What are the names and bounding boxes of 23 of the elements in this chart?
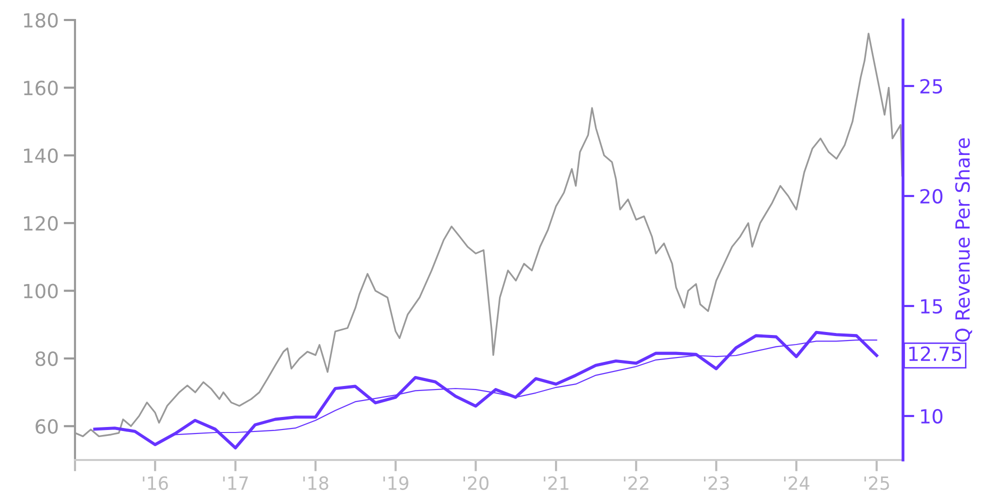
x-tick-label: '22 bbox=[624, 476, 648, 490]
x-tick-label: '21 bbox=[544, 476, 568, 490]
x-tick-label: '16 bbox=[142, 476, 168, 490]
y-tick-label: 180 bbox=[24, 12, 58, 28]
y-tick-label: 160 bbox=[24, 80, 58, 96]
x-tick-label: '20 bbox=[463, 476, 488, 490]
text: 12.75 bbox=[909, 346, 962, 362]
y-tick-label: 60 bbox=[36, 419, 58, 434]
y-tick-label: 100 bbox=[24, 284, 58, 298]
y-tick-label: 80 bbox=[36, 351, 58, 366]
x-tick-label: '19 bbox=[383, 476, 408, 490]
y-tick-label: 120 bbox=[24, 216, 58, 231]
x-tick-label: '24 bbox=[784, 476, 810, 490]
x-tick-label: '23 bbox=[704, 476, 729, 490]
x-tick-label: '18 bbox=[303, 476, 328, 490]
y2-axis-title: Q Revenue Per Share bbox=[954, 138, 972, 342]
x-tick-label: '25 bbox=[864, 476, 890, 490]
y-tick-label: 140 bbox=[24, 148, 58, 164]
y2-tick-label: 20 bbox=[920, 188, 942, 204]
y2-tick-label: 10 bbox=[921, 408, 942, 424]
x-tick-label: '17 bbox=[223, 476, 248, 490]
y2-tick-label: 25 bbox=[920, 78, 942, 94]
y2-tick-label: 15 bbox=[921, 299, 942, 314]
